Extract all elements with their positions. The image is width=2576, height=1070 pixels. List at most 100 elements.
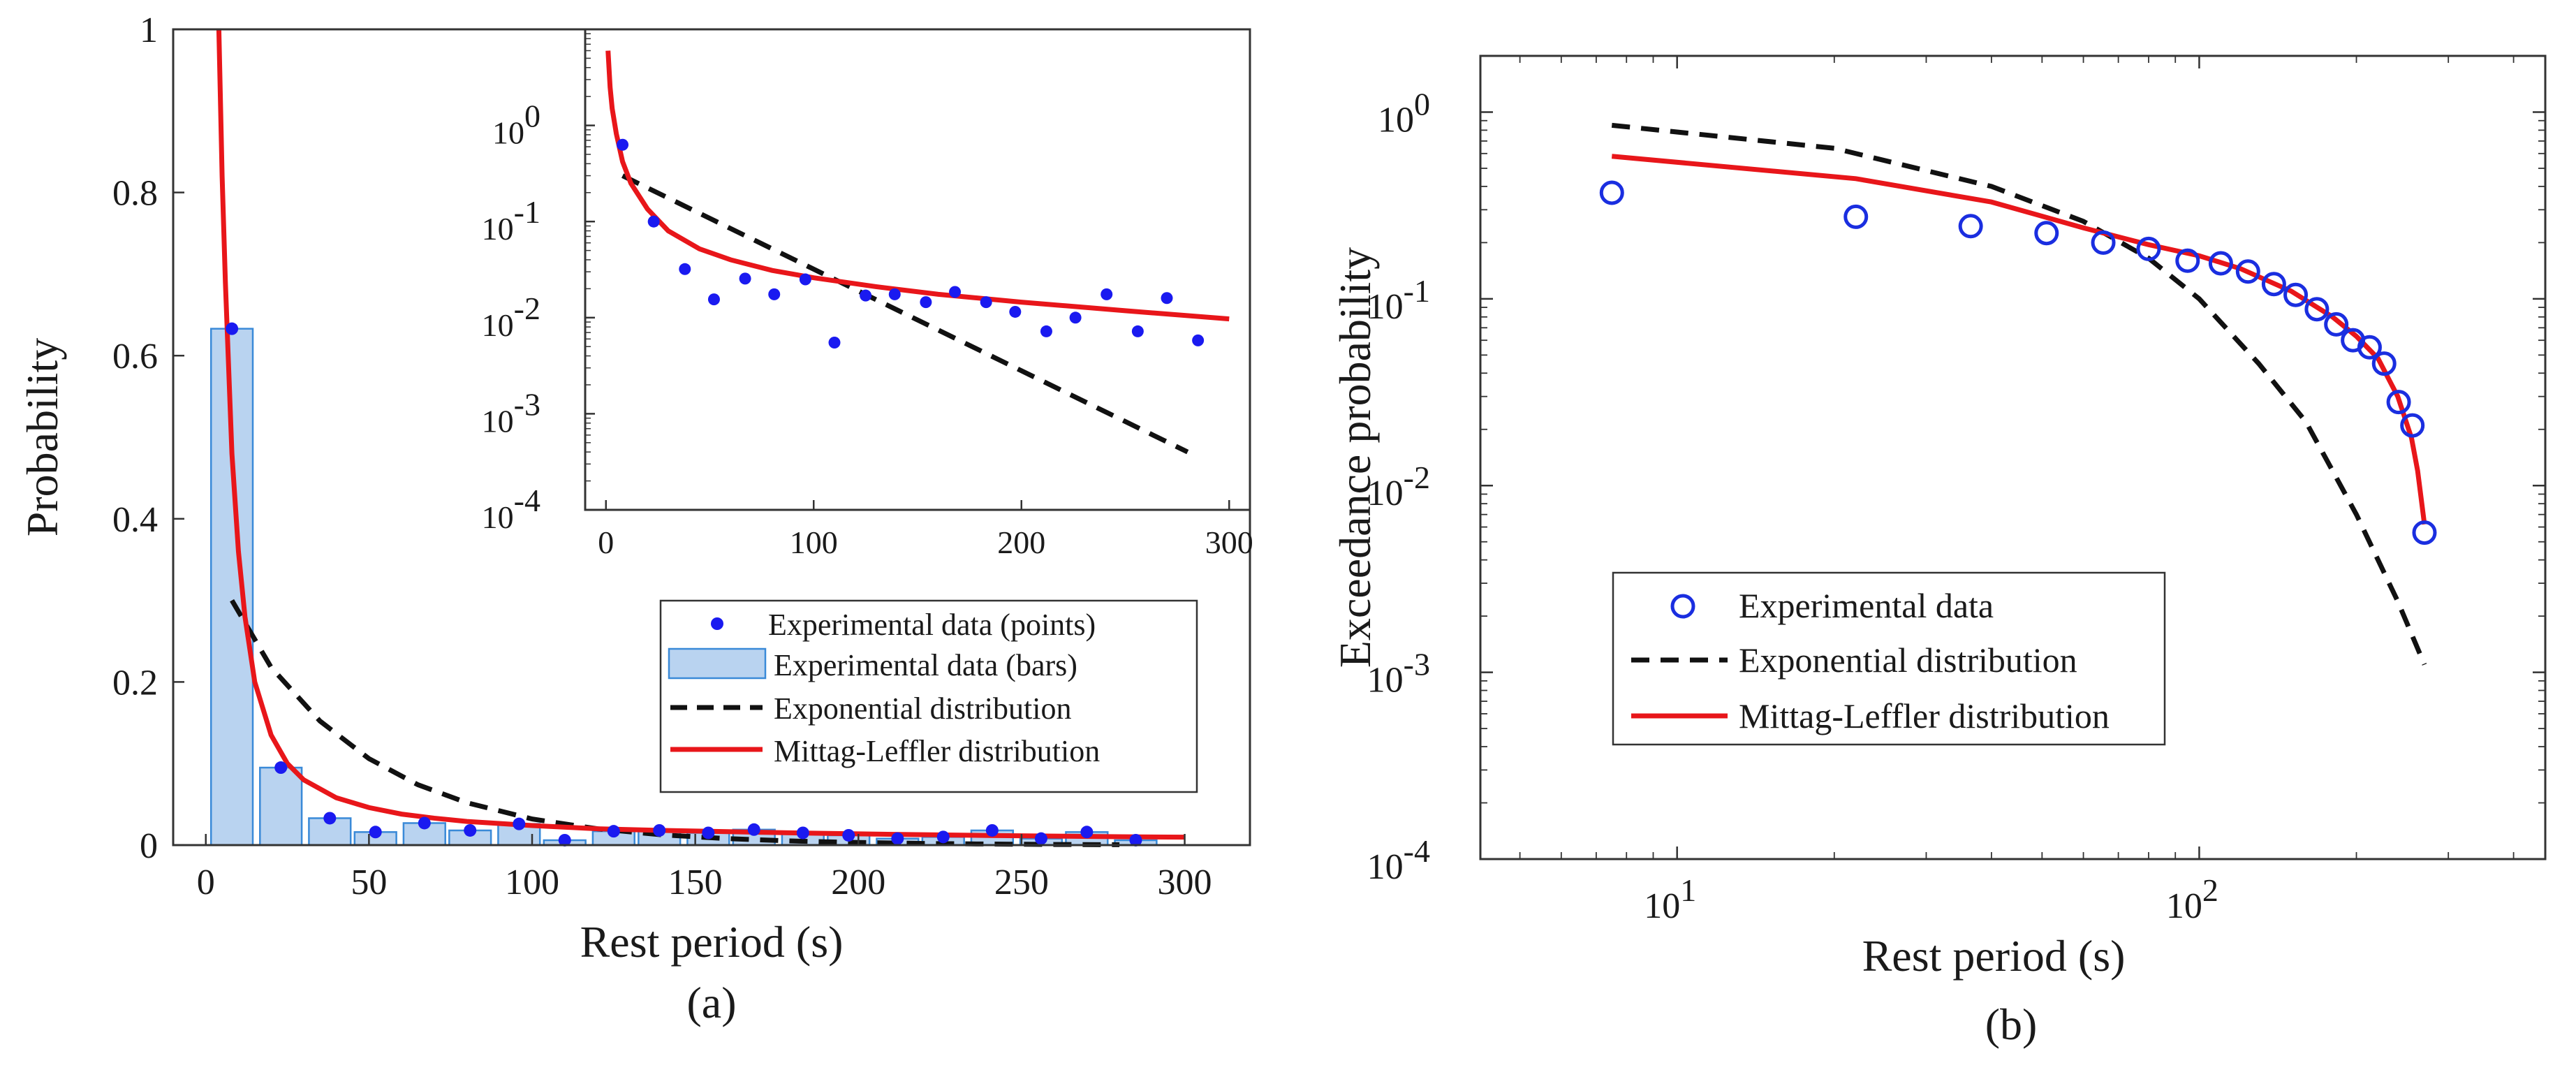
x-tick-label-b: 101 bbox=[1644, 872, 1696, 926]
x-tick-label-b: 102 bbox=[2166, 872, 2218, 926]
inset-frame bbox=[584, 28, 1251, 511]
exceedance-point bbox=[2034, 221, 2059, 246]
legend-label-bars: Experimental data (bars) bbox=[774, 648, 1077, 682]
exceedance-point bbox=[2175, 248, 2200, 273]
data-point bbox=[464, 823, 477, 837]
inset-y-tick-label: 10-1 bbox=[482, 194, 540, 247]
data-point bbox=[747, 823, 760, 836]
inset-data-point bbox=[1069, 312, 1082, 324]
bar bbox=[259, 766, 303, 847]
panel-b: 101 102 10-4 10-3 10-2 10-1 100 Rest period (… bbox=[1330, 54, 2547, 1049]
exponential-curve-b bbox=[1611, 122, 2427, 666]
mittag-leffler-curve-group-b bbox=[1611, 154, 2427, 525]
y-tick-label: 0.4 bbox=[112, 500, 158, 540]
inset-data-point bbox=[860, 289, 872, 302]
inset-x-tick-label: 100 bbox=[790, 525, 838, 560]
data-point bbox=[418, 816, 431, 830]
y-tick-label: 0.8 bbox=[112, 174, 158, 214]
exceedance-point bbox=[2261, 272, 2286, 297]
y-ticks-b: 10-4 10-3 10-2 10-1 100 bbox=[1367, 55, 2545, 887]
inset-data-point bbox=[768, 288, 781, 300]
legend-label-exponential-b: Exponential distribution bbox=[1739, 640, 2077, 680]
axes-frame-b bbox=[1479, 54, 2547, 860]
data-point bbox=[323, 812, 337, 825]
x-tick-label: 150 bbox=[668, 863, 723, 902]
data-point bbox=[369, 826, 382, 839]
x-tick-label: 300 bbox=[1158, 863, 1212, 902]
inset-data-point bbox=[1009, 305, 1022, 318]
legend-label-mittag-leffler: Mittag-Leffler distribution bbox=[774, 734, 1100, 768]
inset-data-point bbox=[739, 272, 751, 285]
inset-data-point bbox=[1192, 334, 1205, 346]
exceedance-point bbox=[2091, 230, 2116, 255]
mittag-leffler-curve-group bbox=[216, 29, 1185, 840]
legend-marker-bars bbox=[668, 647, 767, 680]
data-point bbox=[226, 322, 239, 335]
x-tick-label: 250 bbox=[994, 863, 1049, 902]
inset-data-point bbox=[888, 288, 901, 300]
y-tick-label: 0.2 bbox=[112, 663, 158, 703]
y-tick-label-b: 10-2 bbox=[1367, 460, 1430, 513]
inset-data-point bbox=[679, 263, 691, 275]
exceedance-point bbox=[2400, 413, 2425, 438]
legend-b: Experimental data Exponential distributi… bbox=[1612, 571, 2166, 746]
y-tick-label-b: 10-4 bbox=[1367, 833, 1430, 887]
data-point bbox=[1129, 833, 1142, 847]
inset-x-tick-label: 300 bbox=[1205, 525, 1253, 560]
inset-background bbox=[585, 29, 1250, 510]
inset-data-point bbox=[1101, 288, 1113, 300]
exceedance-point bbox=[1843, 204, 1869, 229]
inset-y-tick-label: 100 bbox=[492, 98, 540, 151]
inset-x-tick-label: 200 bbox=[997, 525, 1045, 560]
x-ticks-inset: 0 100 200 300 bbox=[598, 500, 1253, 560]
data-point bbox=[985, 823, 999, 837]
inset-y-tick-label: 10-4 bbox=[482, 483, 540, 535]
inset-plot: 0 100 200 300 10-4 10-3 10-2 10-1 100 bbox=[482, 28, 1253, 560]
exceedance-point bbox=[2283, 282, 2309, 307]
panel-label-a: (a) bbox=[686, 978, 736, 1027]
y-tick-label: 0 bbox=[140, 826, 158, 866]
legend-label-experimental: Experimental data bbox=[1739, 586, 1994, 625]
data-point bbox=[1034, 832, 1047, 845]
data-point bbox=[796, 826, 809, 840]
data-point bbox=[274, 761, 288, 775]
mittag-leffler-curve bbox=[216, 29, 1185, 840]
exceedance-point bbox=[2208, 251, 2233, 276]
exceedance-point bbox=[1958, 214, 1983, 239]
x-tick-label: 100 bbox=[505, 863, 559, 902]
data-point bbox=[891, 832, 904, 845]
exceedance-point bbox=[2324, 312, 2349, 337]
data-point bbox=[653, 823, 666, 837]
y-tick-label-b: 100 bbox=[1378, 86, 1430, 140]
data-point bbox=[607, 825, 620, 838]
exceedance-point bbox=[2304, 297, 2330, 322]
legend-label-exponential: Exponential distribution bbox=[774, 691, 1072, 726]
x-tick-label: 50 bbox=[351, 863, 387, 902]
y-tick-label-b: 10-1 bbox=[1367, 273, 1430, 327]
data-point bbox=[702, 826, 715, 840]
exceedance-point bbox=[2136, 236, 2161, 261]
y-tick-label: 1 bbox=[140, 10, 158, 50]
mittag-leffler-curve-b bbox=[1611, 154, 2427, 525]
x-tick-label: 0 bbox=[197, 863, 215, 902]
circles-group-b bbox=[1599, 180, 2437, 545]
x-ticks-b: 101 102 bbox=[1519, 56, 2515, 926]
x-ticks-a: 0 50 100 150 200 250 300 bbox=[197, 834, 1212, 902]
inset-data-point bbox=[617, 138, 629, 151]
x-tick-label: 200 bbox=[831, 863, 885, 902]
data-point bbox=[936, 830, 950, 844]
inset-data-point bbox=[828, 337, 841, 349]
exceedance-point bbox=[2357, 335, 2382, 360]
inset-data-point bbox=[799, 273, 811, 286]
y-tick-label-b: 10-3 bbox=[1367, 647, 1430, 701]
inset-mittag-leffler-curve bbox=[605, 50, 1230, 322]
inset-data-point bbox=[949, 286, 962, 298]
inset-data-point bbox=[707, 293, 720, 306]
panel-label-b: (b) bbox=[1985, 999, 2038, 1049]
data-point bbox=[558, 833, 571, 847]
inset-y-tick-label: 10-2 bbox=[482, 291, 540, 343]
inset-data-point bbox=[1040, 325, 1052, 337]
legend-label-mittag-leffler-b: Mittag-Leffler distribution bbox=[1739, 696, 2110, 735]
exceedance-point bbox=[1599, 180, 1624, 205]
